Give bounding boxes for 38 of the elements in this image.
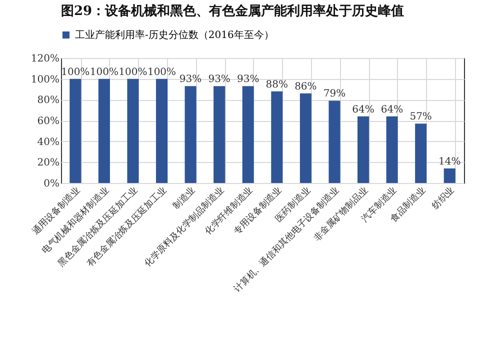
bar [300,93,312,183]
bar [357,116,370,183]
data-label: 93% [179,74,202,86]
data-label: 14% [438,156,461,168]
data-label: 93% [208,74,230,86]
data-label: 64% [352,104,374,116]
data-label: 100% [118,66,148,78]
data-label: 100% [147,66,176,78]
bar [444,168,456,183]
data-label: 64% [380,104,404,116]
y-tick-label: 100% [30,74,60,86]
y-tick-label: 0% [44,178,60,190]
bar [328,100,340,183]
y-tick-label: 60% [37,116,60,127]
bar [415,124,427,183]
data-label: 93% [236,74,260,86]
y-tick-label: 80% [37,95,60,106]
bar [214,86,226,183]
bar [242,86,254,183]
data-label: 100% [61,66,90,78]
bar [127,78,139,183]
bar [386,116,398,183]
y-tick-label: 120% [30,54,60,64]
data-label: 88% [266,79,288,90]
bar [70,78,82,183]
bar [184,86,196,183]
data-label: 86% [294,81,317,92]
y-tick-label: 40% [37,136,60,148]
data-label: 57% [410,112,432,123]
x-tick-label: 纺织业 [430,184,457,212]
bar [271,91,283,183]
data-label: 100% [90,66,118,78]
bar [98,78,110,183]
chart-title: 图29：设备机械和黑色、有色金属产能利用率处于历史峰值 [61,3,404,19]
data-label: 79% [323,88,346,100]
legend-label: 工业产能利用率-历史分位数（2016年至今） [75,29,274,41]
bar [156,78,168,183]
y-tick-label: 20% [37,158,60,169]
